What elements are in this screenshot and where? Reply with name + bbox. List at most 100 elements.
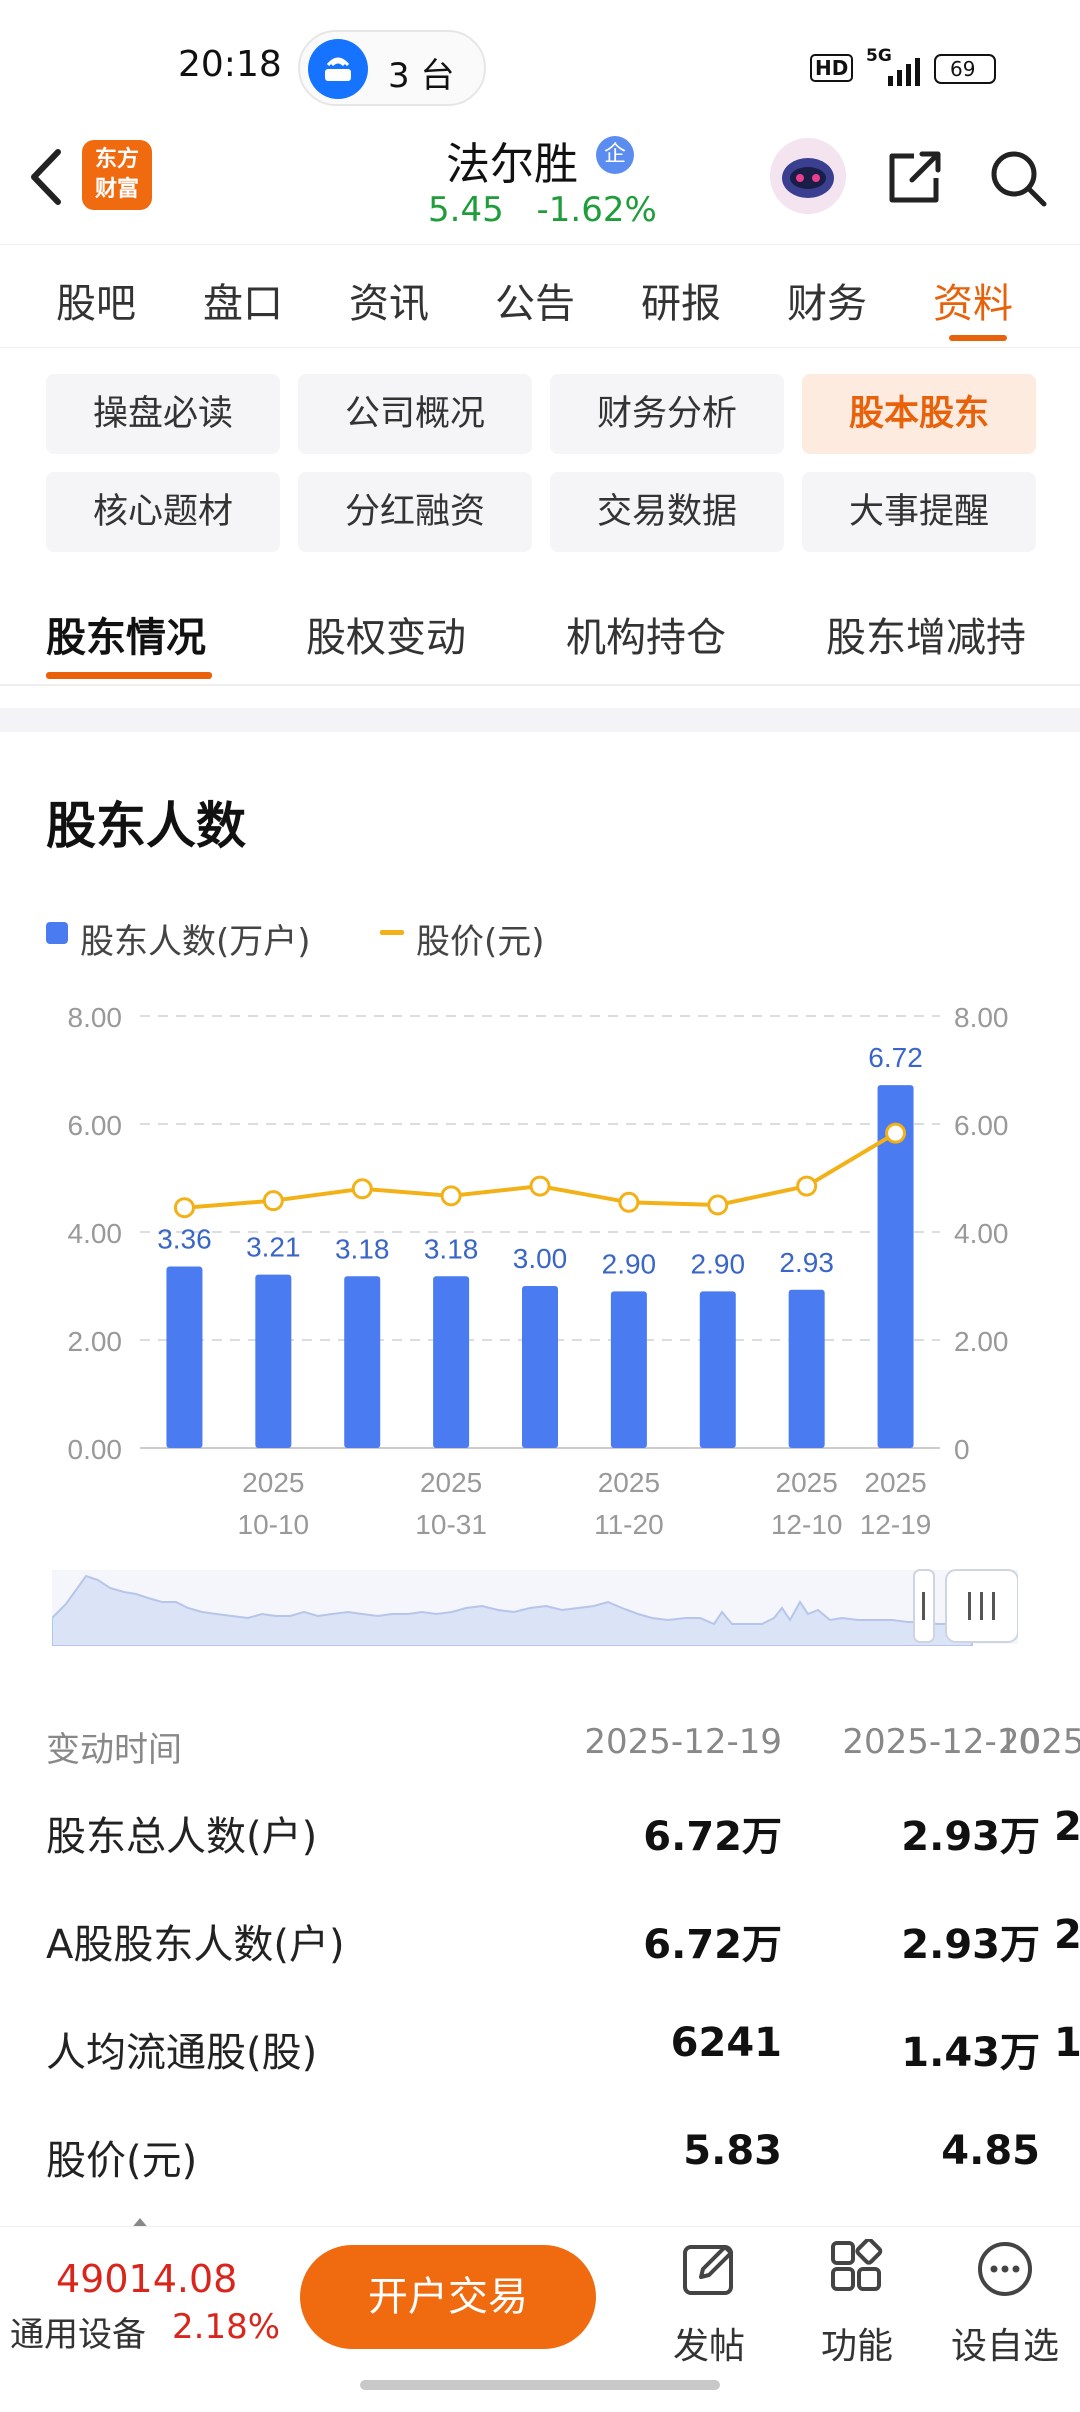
- table-header-date: 2025-: [998, 1722, 1080, 1762]
- battery-icon: 69: [934, 54, 996, 84]
- tab-guba[interactable]: 股吧: [56, 281, 136, 327]
- x-tick-date: 11-20: [594, 1509, 664, 1540]
- x-tick-date: 12-10: [771, 1509, 843, 1540]
- chip-trading-guide[interactable]: 操盘必读: [46, 374, 280, 454]
- functions-label: 功能: [820, 2326, 893, 2367]
- subtab-holding-changes[interactable]: 股东增减持: [826, 615, 1026, 661]
- tab-pankou[interactable]: 盘口: [203, 281, 283, 327]
- x-tick-date: 10-10: [238, 1509, 310, 1540]
- legend-bar-label: 股东人数(万户): [80, 922, 311, 962]
- row-value: 1.43万: [901, 2030, 1040, 2076]
- bar: [699, 1291, 736, 1448]
- back-icon[interactable]: [22, 142, 72, 212]
- open-account-button[interactable]: 开户交易: [300, 2245, 596, 2349]
- hotspot-pill[interactable]: 3 台: [298, 30, 486, 106]
- legend-bar-swatch: [46, 922, 68, 944]
- tab-profile[interactable]: 资料: [933, 281, 1013, 327]
- price-point: [885, 1122, 907, 1144]
- bar: [255, 1274, 292, 1448]
- price-point: [351, 1178, 373, 1200]
- x-tick-date: 10-31: [415, 1509, 487, 1540]
- post-label: 发帖: [672, 2326, 745, 2367]
- bar: [877, 1085, 914, 1448]
- chip-shareholders[interactable]: 股本股东: [802, 374, 1036, 454]
- hotspot-icon: [308, 39, 368, 99]
- price-point: [618, 1191, 640, 1213]
- index-name[interactable]: 通用设备: [10, 2315, 146, 2355]
- hd-icon: HD: [810, 54, 854, 82]
- x-tick-year: 2025: [242, 1467, 304, 1498]
- row-value: 2: [1054, 1912, 1080, 1958]
- subtab-institutions[interactable]: 机构持仓: [566, 615, 726, 661]
- chip-dividends[interactable]: 分红融资: [298, 472, 532, 552]
- index-value[interactable]: 49014.08: [56, 2257, 238, 2301]
- enterprise-badge: 企: [596, 136, 634, 174]
- signal-icon: [888, 58, 920, 86]
- chip-company-overview[interactable]: 公司概况: [298, 374, 532, 454]
- price-point: [440, 1185, 462, 1207]
- chart-range-scroller[interactable]: [52, 1568, 1018, 1646]
- x-tick-year: 2025: [864, 1467, 926, 1498]
- section-title: 股东人数: [46, 797, 246, 855]
- status-time: 20:18: [178, 44, 282, 85]
- bar-value-label: 3.00: [513, 1243, 568, 1274]
- search-icon[interactable]: [986, 146, 1050, 210]
- bar: [788, 1289, 825, 1448]
- shareholder-chart: 0.00 2.00 4.00 6.00 8.00 0 2.00 4.00 6.00 8.00 3.3…: [68, 1002, 1009, 1540]
- row-label: 股东总人数(户): [46, 1814, 318, 1860]
- table-header-date: 2025-12-10: [842, 1722, 1040, 1762]
- main-tabs: 股吧 盘口 资讯 公告 研报 财务 资料: [0, 244, 1080, 348]
- section-gap: [0, 708, 1080, 732]
- y-right-tick-label: 8.00: [954, 1002, 1009, 1033]
- apps-icon: [831, 2239, 883, 2291]
- chip-financial-analysis[interactable]: 财务分析: [550, 374, 784, 454]
- subtab-active-indicator: [46, 672, 212, 679]
- shareholder-table: 变动时间 2025-12-19 2025-12-10 2025- 股东总人数(户…: [0, 1700, 1080, 2220]
- row-label: 股价(元): [46, 2138, 198, 2184]
- price-point: [529, 1175, 551, 1197]
- assistant-robot-icon[interactable]: [770, 138, 846, 214]
- x-tick-year: 2025: [776, 1467, 838, 1498]
- tab-research[interactable]: 研报: [641, 281, 721, 327]
- chip-core-themes[interactable]: 核心题材: [46, 472, 280, 552]
- home-indicator[interactable]: [360, 2380, 720, 2390]
- table-header-date: 2025-12-19: [584, 1722, 782, 1762]
- bar: [344, 1276, 381, 1448]
- divider: [0, 684, 1080, 686]
- chip-trade-data[interactable]: 交易数据: [550, 472, 784, 552]
- bar-value-label: 3.21: [246, 1232, 301, 1263]
- more-icon: [978, 2242, 1032, 2296]
- price-point: [796, 1175, 818, 1197]
- post-button[interactable]: 发帖: [644, 2239, 774, 2367]
- x-tick-year: 2025: [598, 1467, 660, 1498]
- bar: [522, 1286, 558, 1448]
- price-line: 5.45 -1.62%: [428, 190, 657, 230]
- y-left-tick-label: 4.00: [68, 1218, 123, 1249]
- chart-legend: 股东人数(万户) 股价(元): [46, 910, 746, 962]
- row-value: 5.83: [683, 2128, 782, 2174]
- app-logo[interactable]: 东方财富: [82, 140, 152, 210]
- y-right-tick-label: 6.00: [954, 1110, 1009, 1141]
- stock-change: -1.62%: [536, 190, 657, 230]
- status-bar: 20:18 3 台 HD 5G 69: [0, 0, 1080, 130]
- tab-announcements[interactable]: 公告: [495, 281, 575, 327]
- functions-button[interactable]: 功能: [792, 2239, 922, 2367]
- share-icon[interactable]: [884, 146, 946, 208]
- tab-active-indicator: [949, 335, 1007, 341]
- y-right-tick-label: 2.00: [954, 1326, 1009, 1357]
- table-header-label: 变动时间: [46, 1730, 182, 1770]
- subtab-shareholder-status[interactable]: 股东情况: [46, 615, 206, 661]
- legend-line-swatch: [380, 930, 404, 935]
- bar: [166, 1266, 203, 1448]
- row-value: 6.72万: [643, 1814, 782, 1860]
- tab-news[interactable]: 资讯: [349, 281, 429, 327]
- price-point: [707, 1194, 729, 1216]
- scroller-preview-area: [52, 1574, 973, 1646]
- chip-events[interactable]: 大事提醒: [802, 472, 1036, 552]
- subtab-equity-changes[interactable]: 股权变动: [306, 615, 466, 661]
- bar-value-label: 2.90: [602, 1248, 657, 1279]
- add-watchlist-button[interactable]: 设自选: [940, 2239, 1070, 2367]
- tab-finance[interactable]: 财务: [787, 281, 867, 327]
- row-value: 2.93万: [901, 1814, 1040, 1860]
- y-left-tick-label: 8.00: [68, 1002, 123, 1033]
